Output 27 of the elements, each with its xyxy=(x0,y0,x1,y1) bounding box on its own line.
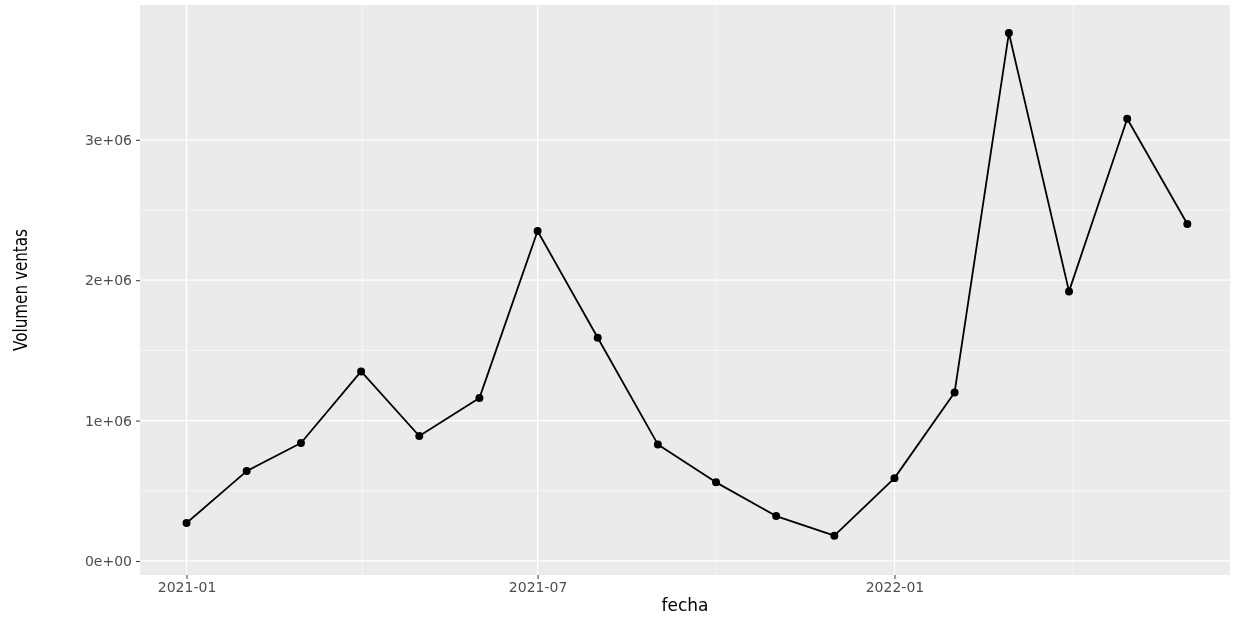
point xyxy=(890,474,899,483)
x-tick-label: 2022-01 xyxy=(865,578,925,595)
point xyxy=(182,519,191,528)
point xyxy=(357,367,366,376)
x-tick-label: 2021-01 xyxy=(157,578,217,595)
y-tick-label: 2e+06 xyxy=(84,272,133,289)
x-axis-title: fecha xyxy=(661,595,709,615)
point xyxy=(950,388,959,397)
point xyxy=(772,512,781,521)
y-tick-label: 1e+06 xyxy=(84,412,133,429)
y-tick-label: 3e+06 xyxy=(84,131,133,148)
point xyxy=(593,333,602,342)
point xyxy=(1004,29,1013,38)
point xyxy=(296,439,305,448)
point xyxy=(830,531,839,540)
x-tick-label: 2021-07 xyxy=(508,578,568,595)
point xyxy=(242,467,251,476)
y-tick-label: 0e+00 xyxy=(84,552,132,569)
point xyxy=(415,432,424,440)
point xyxy=(1123,114,1132,123)
point xyxy=(712,478,721,487)
point xyxy=(475,394,484,403)
point xyxy=(1065,287,1074,296)
point xyxy=(653,440,662,449)
point xyxy=(1183,220,1192,228)
point xyxy=(533,227,542,236)
y-axis-title: Volumen ventas xyxy=(9,228,32,352)
